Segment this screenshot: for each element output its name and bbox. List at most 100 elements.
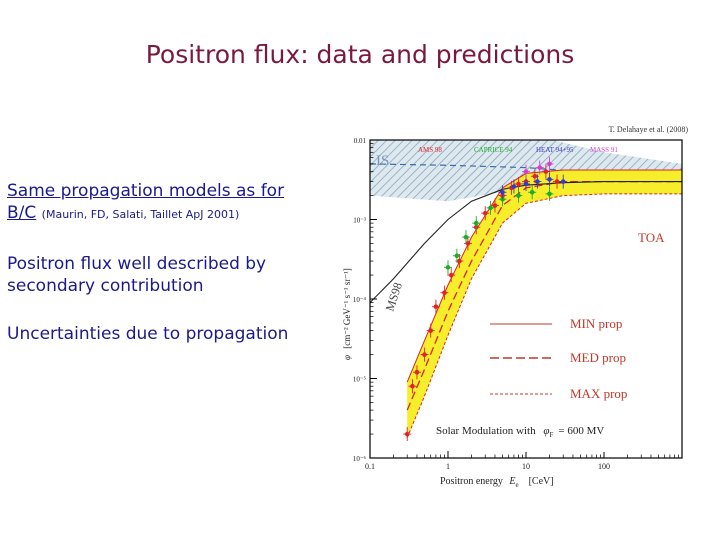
data-point (431, 299, 440, 314)
experiment-label: HEAT 94+95 (536, 146, 574, 154)
experiment-labels: AMS 98 CAPRICE 94 HEAT 94+95 MASS 91 (418, 146, 618, 154)
data-point (461, 230, 470, 245)
data-point (522, 176, 530, 191)
bullet1-reference: (Maurin, FD, Salati, Taillet ApJ 2001) (41, 208, 240, 221)
toa-label: TOA (638, 230, 665, 245)
legend: MIN prop MED prop MAX prop Solar Modulat… (436, 310, 680, 452)
data-point-marker (543, 169, 549, 174)
data-point-marker (492, 203, 498, 208)
legend-solar-modulation: Solar Modulation with φF = 600 MV (436, 425, 604, 439)
data-point-marker (442, 290, 447, 296)
data-point-marker (535, 179, 540, 184)
data-point-marker (433, 304, 439, 310)
y-axis-label: φ [cm⁻² GeV⁻¹ s⁻¹ sr⁻¹] (342, 268, 352, 360)
is-label: IS (376, 153, 389, 169)
bullet-uncertainties: Uncertainties due to propagation (7, 324, 289, 344)
data-point-marker (511, 184, 517, 189)
bullet-propagation-models: Same propagation models as for B/C (Maur… (7, 180, 307, 226)
data-point-marker (532, 173, 538, 179)
data-point-marker (410, 383, 415, 389)
data-point (514, 188, 523, 203)
x-tick-label: 1 (446, 462, 450, 471)
experiment-label: MASS 91 (590, 146, 618, 154)
data-point-marker (500, 189, 505, 195)
data-point (509, 179, 518, 194)
y-tick-label: 10⁻⁵ (353, 376, 367, 384)
data-point (426, 323, 435, 338)
data-point-marker (404, 431, 410, 437)
data-point (472, 216, 481, 231)
data-point (498, 185, 507, 200)
data-point (522, 164, 530, 179)
data-point-marker (560, 179, 566, 184)
data-point (486, 200, 495, 215)
data-point-marker (537, 165, 543, 170)
data-point (545, 172, 554, 187)
data-point-marker (547, 161, 552, 167)
experiment-label: CAPRICE 94 (474, 146, 513, 154)
data-point (420, 347, 429, 362)
data-point (535, 160, 544, 175)
data-point-marker (516, 193, 521, 198)
data-point (463, 236, 472, 251)
x-tick-label: 100 (598, 462, 610, 471)
data-point-marker (523, 181, 529, 187)
data-point (440, 285, 449, 300)
data-point-marker (465, 241, 471, 246)
data-point-marker (473, 220, 479, 226)
data-point-marker (457, 258, 462, 264)
ms98-label: MS98 (383, 281, 405, 313)
data-point-marker (516, 181, 521, 187)
toa-max-curve (406, 193, 682, 438)
data-point-marker (488, 205, 493, 211)
data-point-marker (529, 189, 535, 195)
toa-uncertainty-band (407, 170, 682, 438)
data-point-marker (448, 272, 454, 278)
data-point-marker (454, 253, 460, 259)
legend-min-label: MIN prop (570, 316, 622, 331)
x-axis-ticks: 0.1 1 10 100 (365, 451, 679, 471)
data-point-marker (547, 177, 552, 182)
x-tick-label: 10 (522, 462, 530, 471)
data-point (412, 365, 421, 380)
data-point (559, 174, 568, 189)
legend-max-label: MAX prop (570, 386, 627, 401)
data-point (447, 268, 456, 283)
experiment-label: AMS 98 (418, 146, 442, 154)
x-axis-label: Positron energy Ee [CeV] (440, 476, 554, 489)
data-point-marker (428, 328, 433, 333)
data-point-marker (547, 191, 552, 197)
data-point-marker (414, 369, 420, 375)
bullet1-bc: B/C (7, 203, 37, 223)
data-point-marker (445, 265, 451, 270)
data-point (452, 248, 461, 263)
legend-med-label: MED prop (570, 350, 626, 365)
data-point (481, 206, 490, 221)
data-point-marker (463, 234, 469, 240)
figure-credit: T. Delahaye et al. (2008) (609, 125, 689, 134)
bullet1-line1: Same propagation models as for (7, 181, 285, 201)
toa-med-curve (406, 180, 682, 411)
data-point (528, 185, 537, 200)
data-point (455, 254, 464, 269)
data-point (490, 198, 499, 213)
data-point (444, 260, 452, 275)
data-point (545, 156, 554, 171)
positron-flux-figure: T. Delahaye et al. (2008) AMS 98 CAPRICE … (342, 125, 689, 489)
slide-title: Positron flux: data and predictions (145, 40, 575, 69)
data-point-marker (523, 169, 529, 174)
data-point (541, 164, 550, 179)
data-point-marker (482, 210, 488, 216)
data-point-marker (554, 179, 560, 184)
y-tick-label: 10⁻⁶ (353, 455, 367, 463)
y-axis-ticks: 0.01 10⁻³ 10⁻⁴ 10⁻⁵ 10⁻⁶ (353, 137, 377, 463)
data-point (533, 174, 542, 189)
x-tick-label: 0.1 (365, 462, 375, 471)
legend-background (480, 310, 680, 452)
y-tick-label: 10⁻⁴ (353, 296, 367, 304)
y-tick-label: 10⁻³ (353, 217, 366, 225)
ms98-curve (370, 181, 682, 303)
data-point (545, 186, 554, 201)
y-tick-label: 0.01 (354, 137, 367, 145)
bullet-secondary-contribution: Positron flux well described by secondar… (7, 254, 267, 296)
